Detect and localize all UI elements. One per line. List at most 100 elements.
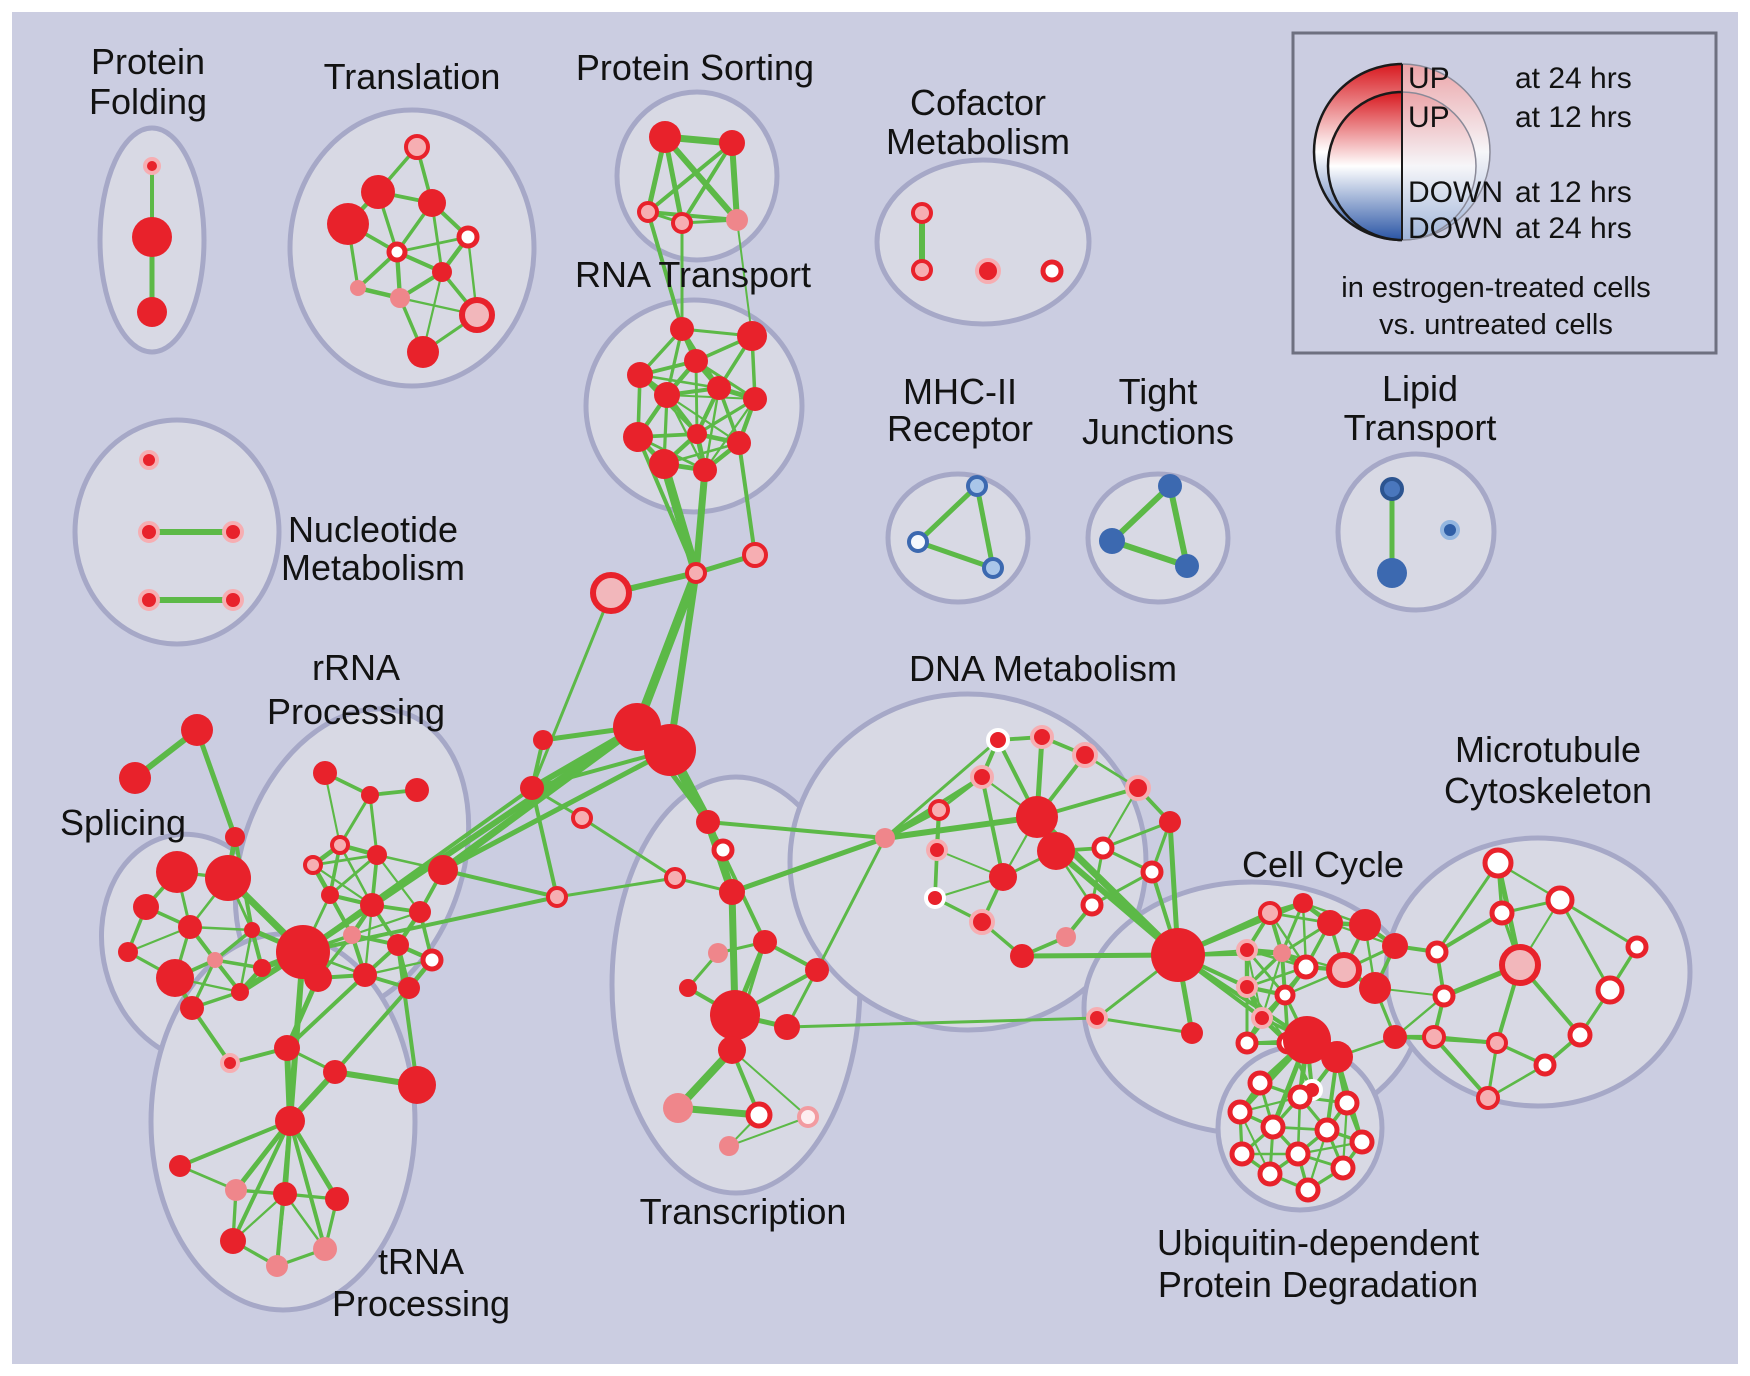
gene-node-rna_transport xyxy=(627,362,653,388)
gene-node-connectors xyxy=(571,807,593,829)
gene-node-connectors xyxy=(719,879,745,905)
legend-direction-label: DOWN xyxy=(1408,212,1503,245)
gene-node-trna xyxy=(273,1182,297,1206)
gene-node-cell_cycle xyxy=(1273,944,1291,962)
gene-node-cell_cycle xyxy=(1274,984,1296,1006)
gene-node-cell_cycle xyxy=(1432,984,1456,1008)
gene-node-trna xyxy=(266,1255,288,1277)
gene-node-translation xyxy=(407,336,439,368)
gene-node-connectors xyxy=(742,542,768,568)
gene-node-rrna xyxy=(353,963,377,987)
gene-node-trna xyxy=(220,1053,240,1073)
gene-node-translation xyxy=(459,297,495,333)
gene-node-rrna xyxy=(313,761,337,785)
gene-node-rrna xyxy=(387,934,409,956)
edge-connectors xyxy=(729,835,888,895)
gene-node-dna xyxy=(1072,742,1098,768)
gene-node-transcription xyxy=(708,943,728,963)
gene-node-splicing xyxy=(156,851,198,893)
gene-node-cell_cycle xyxy=(1359,972,1391,1004)
gene-node-dna xyxy=(1037,832,1075,870)
gene-node-splicing xyxy=(118,942,138,962)
gene-node-trna xyxy=(169,1155,191,1177)
legend-note: vs. untreated cells xyxy=(1379,309,1613,341)
gene-node-translation xyxy=(432,262,452,282)
gene-node-translation xyxy=(404,134,430,160)
legend-circle-half xyxy=(1402,63,1491,241)
edge-bridge xyxy=(1393,1035,1499,1045)
gene-node-mhc xyxy=(907,531,929,553)
gene-node-splicing xyxy=(231,983,249,1001)
edge-trna xyxy=(275,1192,287,1268)
gene-node-nucleotide xyxy=(139,450,159,470)
legend-time-label: at 24 hrs xyxy=(1515,62,1632,95)
cluster-label-cofactor: Cofactor xyxy=(910,82,1046,123)
edge-rna_transport xyxy=(694,359,699,436)
edge-bridge xyxy=(1435,861,1500,954)
edge-splicing_outer xyxy=(194,727,238,840)
cluster-label-lipid: Transport xyxy=(1344,407,1497,448)
cluster-label-splicing: Splicing xyxy=(60,802,186,843)
gene-node-trna xyxy=(313,1237,337,1261)
gene-node-connectors xyxy=(644,724,696,776)
gene-node-dna xyxy=(1030,725,1054,749)
gene-node-splicing_outer xyxy=(181,714,213,746)
cluster-label-mhc: MHC-II xyxy=(903,371,1017,412)
gene-node-microtubule xyxy=(1486,1032,1508,1054)
edge-cell_cycle xyxy=(1260,951,1284,1020)
edge-rna_transport xyxy=(665,393,757,401)
gene-node-splicing xyxy=(253,959,271,977)
gene-node-cell_cycle xyxy=(1383,1025,1407,1049)
gene-node-dna xyxy=(970,765,994,789)
edge-rna_transport xyxy=(665,393,707,472)
gene-node-lipid xyxy=(1380,477,1404,501)
gene-node-rna_transport xyxy=(693,458,717,482)
gene-node-ubiquitin xyxy=(1334,1090,1360,1116)
cluster-ellipse-rna_transport xyxy=(583,297,805,515)
edge-connectors xyxy=(580,816,677,880)
cluster-label-trna: Processing xyxy=(332,1283,510,1324)
gene-node-splicing xyxy=(244,922,260,938)
gene-node-transcription xyxy=(719,1136,739,1156)
gene-node-ubiquitin xyxy=(1295,1177,1321,1203)
gene-node-microtubule xyxy=(1489,900,1515,926)
node-layer xyxy=(118,121,1649,1277)
gene-node-protein_sorting xyxy=(726,209,748,231)
gene-node-cell_cycle xyxy=(1236,976,1258,998)
edge-bridge xyxy=(659,459,701,578)
cluster-ellipse-cofactor xyxy=(874,157,1092,327)
gene-node-ubiquitin xyxy=(1227,1099,1253,1125)
gene-node-cell_cycle xyxy=(1283,1016,1331,1064)
edge-connectors xyxy=(530,591,613,790)
legend-inner-circle xyxy=(1326,90,1402,242)
gene-node-splicing xyxy=(207,952,223,968)
gene-node-protein_folding xyxy=(137,297,167,327)
gene-node-rna_transport xyxy=(687,424,707,444)
edge-protein_sorting xyxy=(646,210,739,222)
gene-node-microtubule xyxy=(1476,1086,1500,1110)
legend-note: in estrogen-treated cells xyxy=(1341,272,1651,304)
gene-node-cell_cycle xyxy=(1317,910,1343,936)
gene-node-rrna xyxy=(321,886,339,904)
gene-node-dna xyxy=(928,799,950,821)
gene-node-ubiquitin xyxy=(1314,1117,1340,1143)
cluster-label-mhc: Receptor xyxy=(887,408,1033,449)
gene-node-splicing_outer xyxy=(225,827,245,847)
gene-node-connectors xyxy=(685,562,707,584)
gene-node-connectors xyxy=(520,776,544,800)
cluster-label-cofactor: Metabolism xyxy=(886,121,1070,162)
gene-node-cofactor xyxy=(911,202,933,224)
gene-node-microtubule xyxy=(1595,975,1625,1005)
edge-microtubule xyxy=(1558,898,1612,992)
cluster-label-lipid: Lipid xyxy=(1382,368,1458,409)
gene-node-connectors xyxy=(533,730,553,750)
cluster-label-trna: tRNA xyxy=(378,1241,464,1282)
gene-node-splicing xyxy=(180,996,204,1020)
edge-mhc xyxy=(915,539,996,571)
gene-node-rna_transport xyxy=(684,349,708,373)
legend-direction-label: UP xyxy=(1408,62,1450,95)
gene-node-connectors xyxy=(875,828,895,848)
cluster-ellipse-lipid xyxy=(1335,451,1497,613)
